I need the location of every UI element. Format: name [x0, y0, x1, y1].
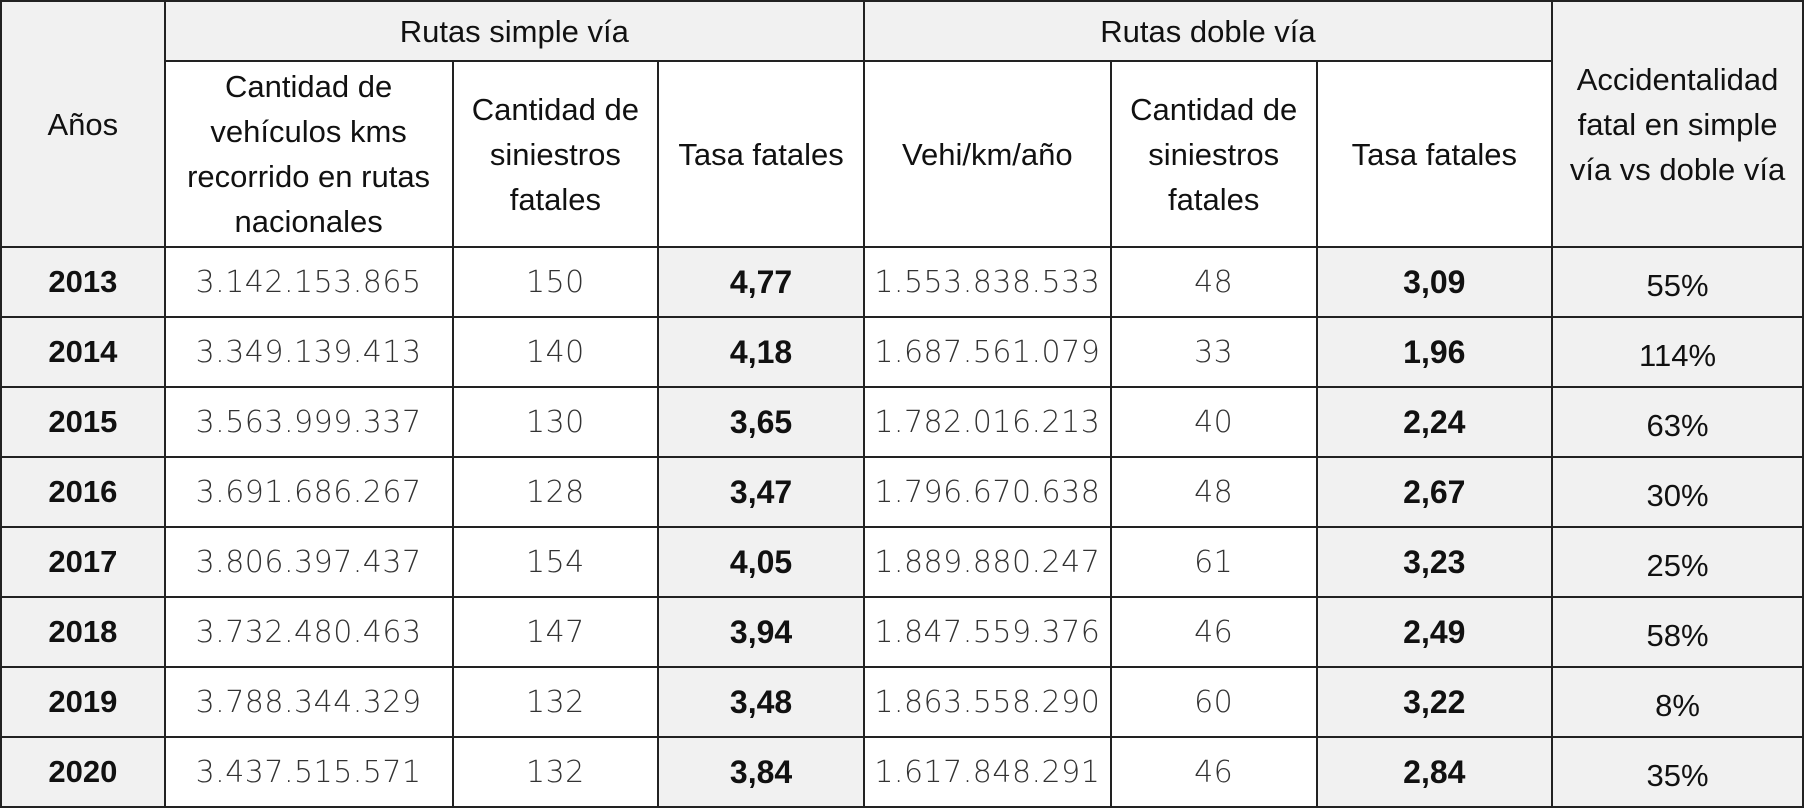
comparison-pct-cell: 30% — [1551, 456, 1804, 528]
header-doble-group: Rutas doble vía — [862, 0, 1554, 62]
simple-vehicle-kms-cell: 3.806.397.437 — [163, 526, 454, 598]
table-row: 2014 3.349.139.413 140 4,18 1.687.561.079 33 1… — [0, 316, 1804, 388]
comparison-pct-cell: 55% — [1551, 246, 1804, 318]
header-doble-vehicle-kms: Vehi/km/año — [862, 60, 1112, 248]
doble-fatal-rate-cell: 3,23 — [1315, 526, 1554, 598]
doble-vehicle-kms-cell: 1.889.880.247 — [862, 526, 1112, 598]
header-simple-fatal-rate: Tasa fatales — [657, 60, 865, 248]
table-row: 2016 3.691.686.267 128 3,47 1.796.670.638 48 2… — [0, 456, 1804, 528]
simple-fatal-count-cell: 132 — [451, 736, 660, 808]
simple-fatal-count-cell: 140 — [451, 316, 660, 388]
header-simple-group: Rutas simple vía — [163, 0, 865, 62]
simple-fatal-rate-cell: 4,77 — [657, 246, 865, 318]
simple-fatal-count-cell: 154 — [451, 526, 660, 598]
doble-fatal-count-cell: 46 — [1109, 596, 1318, 668]
doble-vehicle-kms-cell: 1.687.561.079 — [862, 316, 1112, 388]
doble-vehicle-kms-cell: 1.617.848.291 — [862, 736, 1112, 808]
year-cell: 2014 — [0, 316, 166, 388]
header-simple-fatal-count: Cantidad de siniestros fatales — [451, 60, 660, 248]
header-comparison: Accidentalidad fatal en simple vía vs do… — [1551, 0, 1804, 248]
simple-fatal-rate-cell: 3,84 — [657, 736, 865, 808]
comparison-pct-cell: 58% — [1551, 596, 1804, 668]
simple-fatal-count-cell: 130 — [451, 386, 660, 458]
simple-vehicle-kms-cell: 3.732.480.463 — [163, 596, 454, 668]
year-cell: 2019 — [0, 666, 166, 738]
comparison-pct-cell: 25% — [1551, 526, 1804, 598]
doble-fatal-count-cell: 46 — [1109, 736, 1318, 808]
table-header: Años Rutas simple vía Rutas doble vía Ac… — [0, 0, 1804, 248]
header-years: Años — [0, 0, 166, 248]
doble-vehicle-kms-cell: 1.553.838.533 — [862, 246, 1112, 318]
doble-vehicle-kms-cell: 1.796.670.638 — [862, 456, 1112, 528]
doble-vehicle-kms-cell: 1.782.016.213 — [862, 386, 1112, 458]
doble-fatal-count-cell: 48 — [1109, 246, 1318, 318]
simple-fatal-count-cell: 128 — [451, 456, 660, 528]
doble-fatal-count-cell: 33 — [1109, 316, 1318, 388]
doble-vehicle-kms-cell: 1.847.559.376 — [862, 596, 1112, 668]
doble-fatal-rate-cell: 2,49 — [1315, 596, 1554, 668]
year-cell: 2018 — [0, 596, 166, 668]
simple-vehicle-kms-cell: 3.349.139.413 — [163, 316, 454, 388]
comparison-pct-cell: 8% — [1551, 666, 1804, 738]
simple-fatal-rate-cell: 4,18 — [657, 316, 865, 388]
simple-vehicle-kms-cell: 3.142.153.865 — [163, 246, 454, 318]
simple-fatal-rate-cell: 3,48 — [657, 666, 865, 738]
simple-fatal-rate-cell: 4,05 — [657, 526, 865, 598]
doble-fatal-rate-cell: 2,67 — [1315, 456, 1554, 528]
year-cell: 2013 — [0, 246, 166, 318]
header-doble-fatal-rate: Tasa fatales — [1315, 60, 1554, 248]
doble-fatal-count-cell: 61 — [1109, 526, 1318, 598]
doble-fatal-rate-cell: 2,84 — [1315, 736, 1554, 808]
doble-fatal-rate-cell: 1,96 — [1315, 316, 1554, 388]
simple-vehicle-kms-cell: 3.691.686.267 — [163, 456, 454, 528]
table-body: 2013 3.142.153.865 150 4,77 1.553.838.533 48 3… — [0, 246, 1804, 808]
table-row: 2020 3.437.515.571 132 3,84 1.617.848.291 46 2… — [0, 736, 1804, 808]
doble-fatal-rate-cell: 3,22 — [1315, 666, 1554, 738]
year-cell: 2017 — [0, 526, 166, 598]
simple-fatal-rate-cell: 3,65 — [657, 386, 865, 458]
doble-fatal-count-cell: 40 — [1109, 386, 1318, 458]
simple-vehicle-kms-cell: 3.563.999.337 — [163, 386, 454, 458]
table-row: 2015 3.563.999.337 130 3,65 1.782.016.213 40 2… — [0, 386, 1804, 458]
table-row: 2017 3.806.397.437 154 4,05 1.889.880.247 61 3… — [0, 526, 1804, 598]
doble-fatal-rate-cell: 2,24 — [1315, 386, 1554, 458]
header-doble-fatal-count: Cantidad de siniestros fatales — [1109, 60, 1318, 248]
comparison-pct-cell: 35% — [1551, 736, 1804, 808]
doble-fatal-count-cell: 48 — [1109, 456, 1318, 528]
table-row: 2013 3.142.153.865 150 4,77 1.553.838.533 48 3… — [0, 246, 1804, 318]
comparison-pct-cell: 63% — [1551, 386, 1804, 458]
simple-fatal-rate-cell: 3,47 — [657, 456, 865, 528]
doble-fatal-count-cell: 60 — [1109, 666, 1318, 738]
comparison-pct-cell: 114% — [1551, 316, 1804, 388]
year-cell: 2016 — [0, 456, 166, 528]
header-simple-vehicle-kms: Cantidad de vehículos kms recorrido en r… — [163, 60, 454, 248]
simple-fatal-count-cell: 150 — [451, 246, 660, 318]
year-cell: 2020 — [0, 736, 166, 808]
table-row: 2018 3.732.480.463 147 3,94 1.847.559.376 46 2… — [0, 596, 1804, 668]
table-row: 2019 3.788.344.329 132 3,48 1.863.558.290 60 3… — [0, 666, 1804, 738]
year-cell: 2015 — [0, 386, 166, 458]
simple-vehicle-kms-cell: 3.437.515.571 — [163, 736, 454, 808]
simple-fatal-count-cell: 132 — [451, 666, 660, 738]
simple-vehicle-kms-cell: 3.788.344.329 — [163, 666, 454, 738]
doble-vehicle-kms-cell: 1.863.558.290 — [862, 666, 1112, 738]
simple-fatal-rate-cell: 3,94 — [657, 596, 865, 668]
simple-fatal-count-cell: 147 — [451, 596, 660, 668]
doble-fatal-rate-cell: 3,09 — [1315, 246, 1554, 318]
